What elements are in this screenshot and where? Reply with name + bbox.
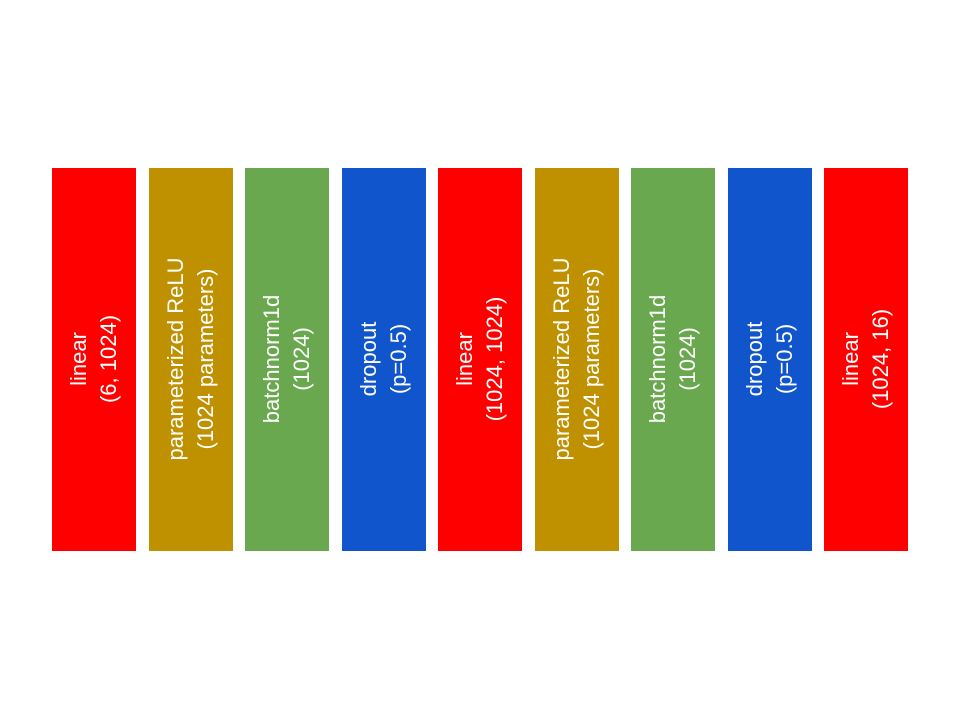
layer-args: (p=0.5) [771, 323, 797, 395]
layer-label: dropout (p=0.5) [740, 168, 800, 551]
layer-block-batchnorm-1: batchnorm1d (1024) [245, 168, 329, 551]
layer-name: parameterized ReLU [162, 257, 188, 461]
layer-label: linear (1024, 1024) [450, 168, 510, 551]
layer-args: (1024) [289, 327, 314, 391]
layer-label: parameterized ReLU (1024 parameters) [547, 168, 607, 551]
layer-name: dropout [741, 321, 767, 397]
layer-block-batchnorm-2: batchnorm1d (1024) [631, 168, 715, 551]
layer-block-linear-3: linear (1024, 16) [824, 168, 908, 551]
layer-args: (1024, 1024) [482, 296, 507, 422]
layer-label: linear (1024, 16) [836, 168, 896, 551]
layer-args: (6, 1024) [96, 314, 121, 404]
layer-block-linear-2: linear (1024, 1024) [438, 168, 522, 551]
layer-block-prelu-1: parameterized ReLU (1024 parameters) [148, 168, 233, 551]
layer-name: parameterized ReLU [548, 257, 574, 461]
layer-args: (1024) [675, 327, 700, 391]
layer-block-prelu-2: parameterized ReLU (1024 parameters) [534, 168, 619, 551]
layer-label: linear (6, 1024) [64, 168, 124, 551]
layer-name: dropout [355, 321, 381, 397]
layer-block-dropout-1: dropout (p=0.5) [341, 168, 426, 551]
layer-name: linear [66, 332, 91, 386]
layer-args: (1024 parameters) [192, 268, 218, 450]
layer-label: batchnorm1d (1024) [257, 168, 317, 551]
layer-label: batchnorm1d (1024) [643, 168, 703, 551]
layer-name: linear [838, 332, 863, 386]
layer-name: batchnorm1d [259, 294, 284, 424]
layer-args: (1024, 16) [868, 308, 893, 410]
layer-label: dropout (p=0.5) [354, 168, 414, 551]
layer-label: parameterized ReLU (1024 parameters) [161, 168, 221, 551]
layer-name: linear [452, 332, 477, 386]
layer-name: batchnorm1d [645, 294, 670, 424]
layer-args: (1024 parameters) [578, 268, 604, 450]
layer-block-linear-1: linear (6, 1024) [52, 168, 136, 551]
layer-args: (p=0.5) [385, 323, 411, 395]
layer-block-dropout-2: dropout (p=0.5) [727, 168, 812, 551]
